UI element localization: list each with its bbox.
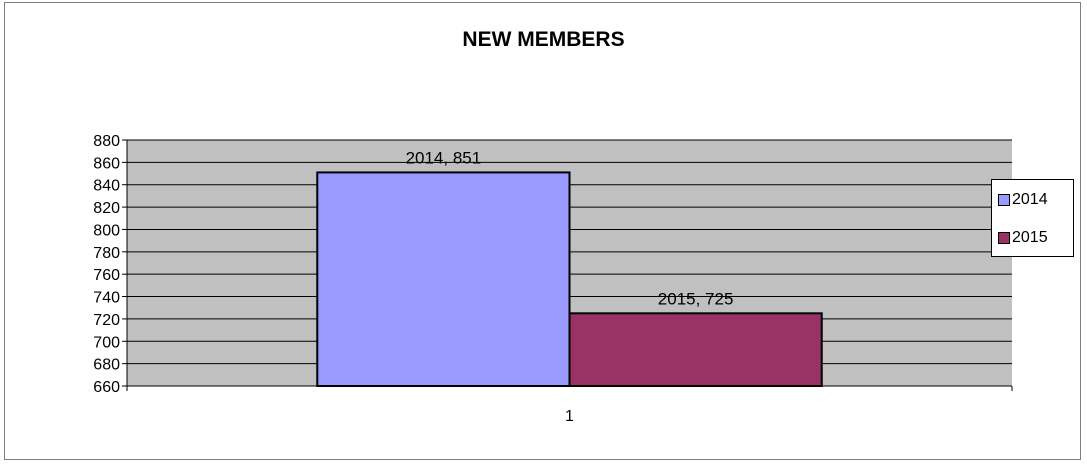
legend-label-2015: 2015 [1012, 229, 1048, 246]
bar-2015 [568, 312, 823, 387]
y-tick-label: 740 [93, 290, 120, 307]
y-tick-label: 660 [93, 379, 120, 396]
legend-item-2015: 2015 [998, 228, 1048, 248]
y-tick-label: 700 [93, 334, 120, 351]
y-tick-label: 680 [93, 357, 120, 374]
y-tick-label: 780 [93, 245, 120, 262]
y-tick-label: 860 [93, 155, 120, 172]
y-tick-label: 880 [93, 133, 120, 150]
legend-swatch-2015 [998, 232, 1010, 244]
y-tick-label: 840 [93, 178, 120, 195]
y-tick-label: 800 [93, 222, 120, 239]
y-tick-label: 720 [93, 312, 120, 329]
legend-item-2014: 2014 [998, 190, 1048, 210]
legend-label-2014: 2014 [1012, 191, 1048, 208]
legend: 2014 2015 [991, 179, 1074, 257]
y-tick-label: 820 [93, 200, 120, 217]
bar-2014 [316, 171, 571, 387]
chart-title: NEW MEMBERS [462, 28, 625, 51]
legend-swatch-2014 [998, 194, 1010, 206]
x-tick-label: 1 [565, 408, 574, 425]
data-label-2015: 2015, 725 [658, 289, 734, 308]
y-tick-label: 760 [93, 267, 120, 284]
data-label-2014: 2014, 851 [406, 148, 482, 167]
